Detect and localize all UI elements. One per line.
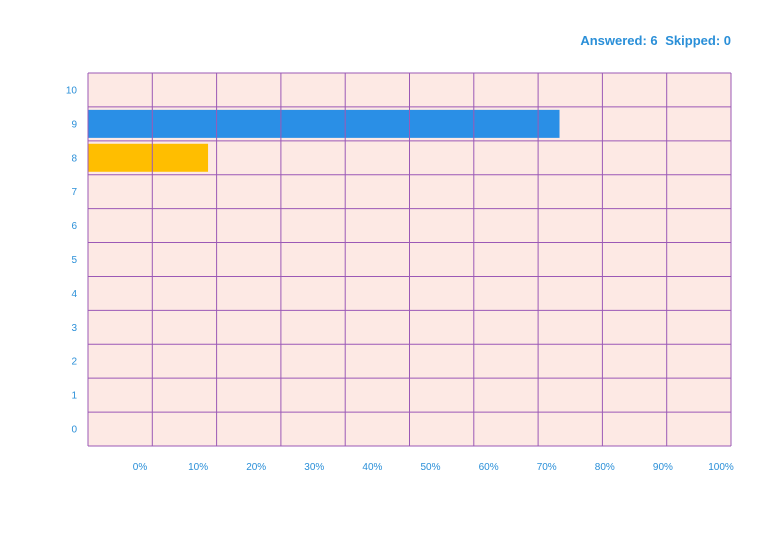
y-tick-label: 3 xyxy=(71,323,77,334)
bar-9 xyxy=(88,109,560,138)
x-tick-label: 50% xyxy=(420,462,440,473)
y-tick-label: 5 xyxy=(71,255,77,266)
y-tick-label: 7 xyxy=(71,187,77,198)
x-tick-label: 80% xyxy=(595,462,615,473)
y-tick-label: 2 xyxy=(71,357,77,368)
grid xyxy=(87,72,732,447)
x-axis-labels: 0% 10% 20% 30% 40% 50% 60% 70% 80% 90% 100% xyxy=(133,462,734,473)
skipped-count: Skipped: 0 xyxy=(665,33,731,48)
x-tick-label: 90% xyxy=(653,462,673,473)
y-tick-label: 4 xyxy=(71,289,77,300)
x-tick-label: 10% xyxy=(188,462,208,473)
y-tick-label: 1 xyxy=(71,391,77,402)
x-tick-label: 60% xyxy=(479,462,499,473)
y-tick-label: 6 xyxy=(71,221,77,232)
y-tick-label: 10 xyxy=(66,85,78,96)
y-tick-label: 0 xyxy=(71,425,77,436)
x-tick-label: 20% xyxy=(246,462,266,473)
response-summary: Answered: 6 Skipped: 0 xyxy=(580,33,731,48)
x-tick-label: 70% xyxy=(537,462,557,473)
bar-8 xyxy=(88,143,209,172)
x-tick-label: 0% xyxy=(133,462,148,473)
x-tick-label: 30% xyxy=(304,462,324,473)
y-tick-label: 8 xyxy=(71,153,77,164)
bars xyxy=(88,109,560,172)
y-tick-label: 9 xyxy=(71,119,77,130)
x-tick-label: 100% xyxy=(708,462,734,473)
answered-count: Answered: 6 xyxy=(580,33,658,48)
x-tick-label: 40% xyxy=(362,462,382,473)
